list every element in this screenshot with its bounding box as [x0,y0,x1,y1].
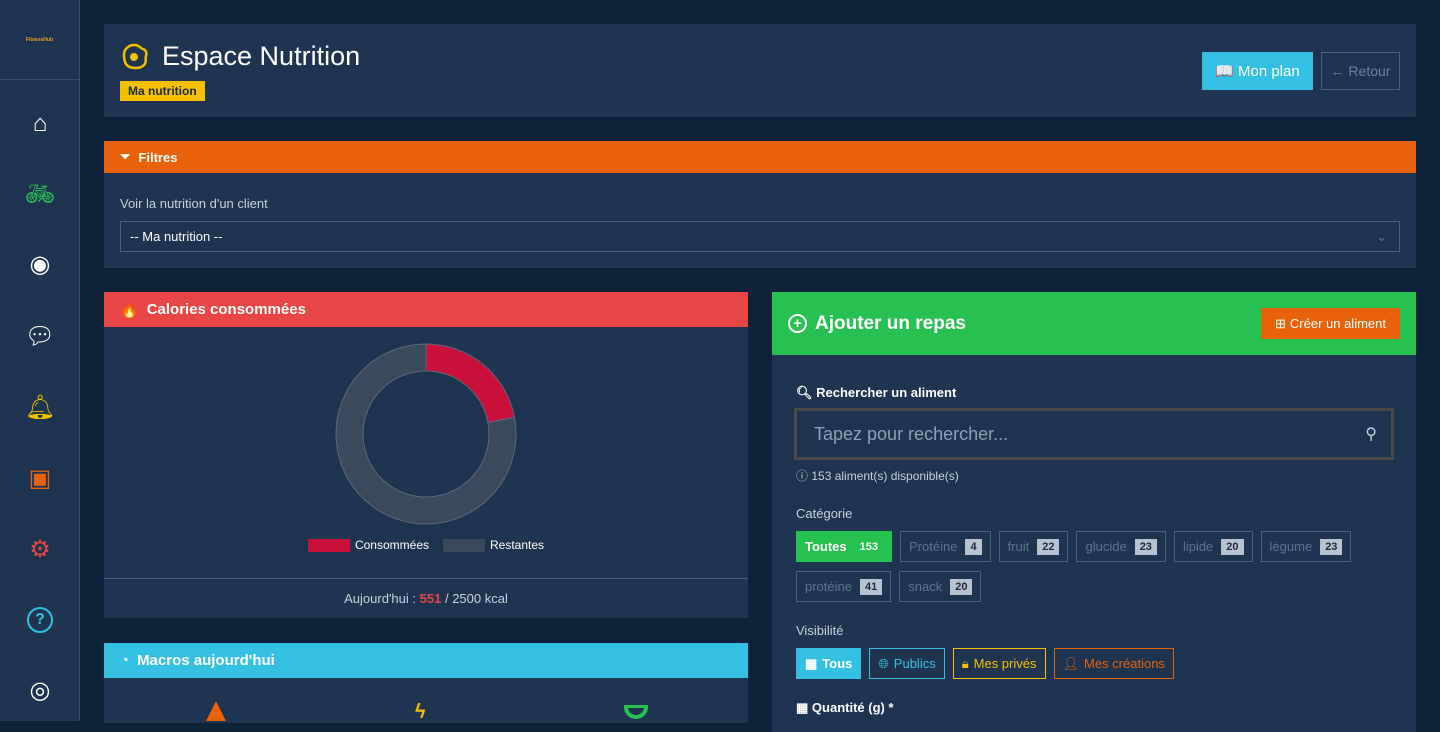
egg-icon[interactable]: ◉ [29,250,51,278]
filter-icon: ⏷ [120,149,131,164]
category-chip-protéine[interactable]: Protéine 4 [900,531,991,562]
category-count: 20 [1221,538,1244,555]
macros-panel: ◔ Macros aujourd'hui ϟ [104,643,748,723]
donut-slice-consommées[interactable] [425,343,516,423]
grid-icon: ▦ [805,655,818,671]
search-icon: ⚲ [1365,426,1377,443]
category-count: 4 [965,538,982,555]
category-count: 23 [1320,538,1343,555]
available-count: ⓘ 153 aliment(s) disponible(s) [796,469,959,483]
phone-icon[interactable]: ▣ [28,464,52,492]
category-chip-glucide[interactable]: glucide 23 [1076,531,1166,562]
category-chip-protéine[interactable]: protéine 41 [796,571,892,602]
filters-title: Filtres [138,149,178,165]
pie-icon: ◔ [120,652,130,669]
quantity-label: ▦ Quantité (g) * [796,700,894,715]
client-select[interactable]: -- Ma nutrition -- ⌄ [120,221,1400,252]
page-title: Espace Nutrition [162,41,361,71]
calories-panel: 🔥 Calories consommées Consommées Restante… [104,292,748,618]
calories-title: Calories consommées [146,301,306,318]
fire-icon: 🔥 [120,301,139,319]
visibility-publics[interactable]: 🌐︎ Publics [869,648,945,679]
category-count: 20 [950,578,973,595]
bike-icon[interactable]: 🚲︎ [24,180,56,208]
book-icon: 📖 [1215,63,1234,80]
filters-panel: ⏷ Filtres Voir la nutrition d'un client -… [104,141,1416,268]
today-summary: Aujourd'hui : 551 / 2500 kcal [104,578,748,618]
client-label: Voir la nutrition d'un client [120,196,268,211]
bowl-icon [624,705,648,719]
section-badge: Ma nutrition [120,81,205,101]
visibility-mes-privés[interactable]: 🔒︎ Mes privés [952,648,1046,679]
logo[interactable]: FitnessHub [0,0,79,80]
legend-consumed[interactable]: Consommées [307,538,429,553]
category-count: 23 [1134,538,1157,555]
chevron-down-icon: ⌄ [1376,228,1387,244]
calories-donut [335,343,517,525]
category-count: 41 [859,578,883,595]
visibility-label: Visibilité [796,623,844,638]
bolt-icon: ϟ [415,701,426,723]
mon-plan-button[interactable]: 📖 Mon plan [1202,52,1313,90]
visibility-mes-créations[interactable]: 👤︎ Mes créations [1053,648,1174,679]
calculator-icon: ▦ [796,700,809,715]
category-count: 22 [1037,538,1060,555]
gear-icon[interactable]: ⚙ [29,535,51,563]
user-icon: 👤︎ [1062,655,1080,671]
plus-square-icon: ⊞ [1274,315,1286,331]
lock-icon: 🔒︎ [961,655,969,671]
search-label: 🔍︎ Rechercher un aliment [796,385,957,400]
donut-slice-restantes[interactable] [335,343,517,525]
globe-icon: 🌐︎ [878,655,889,671]
category-chip-snack[interactable]: snack 20 [899,571,982,602]
page-header: Espace Nutrition Ma nutrition 📖 Mon plan … [104,24,1416,117]
back-button[interactable]: ← Retour [1321,52,1400,90]
add-meal-title: Ajouter un repas [815,312,966,334]
bell-icon[interactable]: 🔔︎ [24,393,56,421]
legend-remaining[interactable]: Restantes [443,538,544,553]
macros-title: Macros aujourd'hui [137,652,275,669]
add-meal-panel: + Ajouter un repas ⊞ Créer un aliment 🔍︎ R… [772,292,1416,732]
create-food-button[interactable]: ⊞ Créer un aliment [1261,308,1400,339]
protein-icon [206,701,226,721]
plus-circle-icon: + [788,314,807,333]
category-chip-fruit[interactable]: fruit 22 [998,531,1069,562]
user-icon[interactable]: ◎ [29,676,51,704]
chat-icon[interactable]: 💬︎ [24,322,56,350]
help-icon[interactable]: ? [0,600,80,640]
visibility-tous[interactable]: ▦ Tous [796,648,862,679]
category-chip-toutes[interactable]: Toutes 153 [796,531,893,562]
home-icon[interactable]: ⌂ [32,110,48,137]
food-search-input[interactable]: Tapez pour rechercher... ⚲ [794,408,1394,460]
sidebar: FitnessHub ⌂ 🚲︎ ◉ 💬︎ 🔔︎ ▣ ⚙? ◎ [0,0,80,721]
category-count: 153 [859,540,879,553]
category-label: Catégorie [796,506,853,521]
egg-icon [122,43,148,70]
category-chip-lipide[interactable]: lipide 20 [1173,531,1253,562]
category-chip-légume[interactable]: légume 23 [1260,531,1352,562]
